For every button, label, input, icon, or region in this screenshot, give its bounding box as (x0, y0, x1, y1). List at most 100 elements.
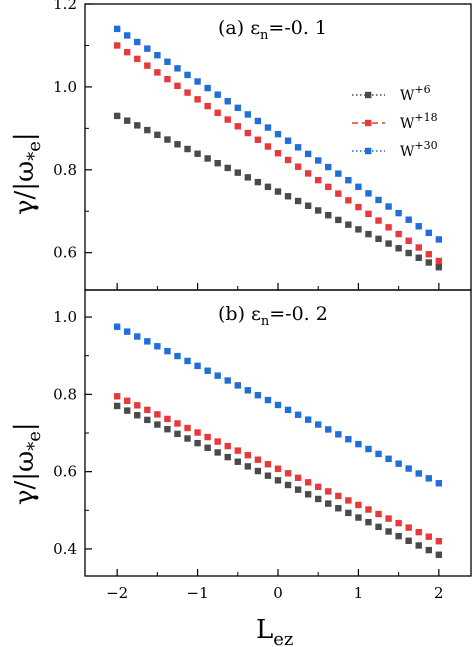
point-b-series3-27 (385, 455, 392, 462)
point-a-series2-3 (144, 62, 151, 69)
point-a-series3-19 (304, 150, 312, 158)
point-a-series2-18 (294, 163, 302, 170)
point-a-series1-23 (345, 221, 352, 228)
point-b-series2-9 (204, 433, 211, 441)
point-a-series3-18 (294, 144, 302, 151)
legend-marker-3 (365, 147, 372, 155)
point-a-series1-18 (294, 197, 302, 205)
point-a-series3-22 (335, 170, 342, 177)
point-a-series1-8 (194, 150, 201, 157)
point-b-series1-21 (325, 500, 332, 507)
point-b-series2-20 (315, 483, 322, 491)
point-b-series2-3 (144, 406, 151, 414)
point-b-series1-12 (234, 458, 241, 465)
point-b-series2-2 (134, 402, 141, 409)
point-a-series3-12 (234, 104, 241, 112)
point-a-series1-26 (375, 235, 382, 243)
point-b-series2-28 (395, 519, 402, 527)
point-a-series3-0 (113, 25, 121, 33)
point-b-series3-9 (204, 367, 211, 374)
point-b-series3-0 (113, 323, 121, 330)
point-a-series3-29 (405, 216, 412, 223)
point-a-series2-19 (304, 170, 312, 177)
point-a-series1-28 (395, 245, 402, 252)
point-a-series2-8 (194, 96, 201, 103)
point-a-series1-6 (174, 141, 181, 148)
point-a-series2-10 (214, 109, 221, 116)
point-a-series3-26 (375, 196, 382, 204)
point-a-series2-31 (425, 251, 432, 258)
point-a-series1-24 (355, 226, 362, 233)
point-a-series2-0 (113, 42, 121, 49)
point-a-series1-16 (274, 188, 282, 195)
point-a-series3-32 (435, 236, 443, 243)
point-b-series3-7 (184, 357, 191, 365)
point-b-series3-2 (134, 333, 141, 340)
point-b-series1-22 (335, 505, 342, 512)
point-b-series1-6 (174, 430, 181, 438)
point-a-series2-14 (254, 136, 262, 143)
point-a-series1-7 (184, 145, 191, 153)
point-a-series3-3 (144, 45, 151, 52)
point-b-series2-32 (435, 538, 443, 545)
point-b-series2-8 (194, 429, 201, 436)
point-b-series3-17 (284, 406, 292, 414)
point-b-series1-20 (315, 495, 322, 503)
point-b-series1-0 (113, 402, 121, 410)
point-a-series1-2 (134, 122, 141, 129)
point-b-series2-6 (174, 420, 181, 427)
panel-b-frame (84, 289, 472, 577)
point-a-series3-13 (244, 111, 252, 118)
point-a-series3-14 (254, 117, 262, 125)
point-b-series2-25 (365, 506, 372, 513)
point-b-series2-29 (405, 524, 412, 531)
point-a-series1-27 (385, 240, 392, 247)
point-a-series2-1 (124, 48, 131, 56)
point-a-series2-17 (284, 156, 292, 164)
point-a-series2-9 (204, 102, 211, 110)
legend-label-3: W+30 (400, 139, 438, 160)
point-a-series3-23 (345, 177, 352, 184)
point-a-series1-21 (325, 212, 332, 219)
point-a-series1-0 (113, 112, 121, 120)
point-a-series2-2 (134, 55, 141, 63)
point-b-series3-23 (345, 436, 352, 443)
point-b-series1-28 (395, 532, 402, 540)
point-b-series2-21 (325, 488, 332, 495)
point-b-series2-10 (214, 438, 221, 445)
y-tick-label-a-1: 0.8 (53, 161, 77, 179)
point-a-series1-20 (315, 207, 322, 214)
point-b-series1-31 (425, 546, 432, 554)
point-a-series1-9 (204, 155, 211, 162)
point-a-series3-31 (425, 229, 432, 237)
point-b-series2-0 (113, 393, 121, 400)
x-tick-label-2: 0 (273, 584, 283, 602)
point-b-series3-21 (325, 426, 332, 433)
point-a-series2-24 (355, 203, 362, 211)
point-a-series1-5 (164, 136, 171, 143)
point-b-series2-18 (294, 474, 302, 482)
point-b-series3-31 (425, 475, 432, 482)
point-b-series1-26 (375, 523, 382, 531)
point-a-series1-3 (144, 126, 151, 134)
point-b-series3-29 (405, 465, 412, 472)
panel-b-marks (113, 323, 443, 558)
point-b-series2-13 (244, 451, 252, 459)
point-b-series1-29 (405, 537, 412, 544)
point-a-series3-15 (264, 124, 272, 131)
x-axis-label: Lez (256, 615, 293, 647)
point-b-series2-31 (425, 533, 432, 540)
point-a-series3-8 (194, 78, 201, 85)
point-b-series2-14 (254, 456, 262, 463)
point-a-series1-1 (124, 117, 131, 124)
point-b-series3-28 (395, 460, 402, 467)
point-b-series2-19 (304, 479, 312, 486)
point-b-series2-12 (234, 447, 241, 454)
panel-a-title: (a) εn=-0. 1 (218, 17, 327, 43)
point-b-series1-24 (355, 514, 362, 521)
point-b-series1-14 (254, 467, 262, 475)
point-a-series3-4 (154, 51, 161, 59)
point-a-series1-13 (244, 174, 252, 181)
point-a-series3-27 (385, 203, 392, 210)
y-axis-label-b: γ/|ω*e| (10, 422, 45, 505)
